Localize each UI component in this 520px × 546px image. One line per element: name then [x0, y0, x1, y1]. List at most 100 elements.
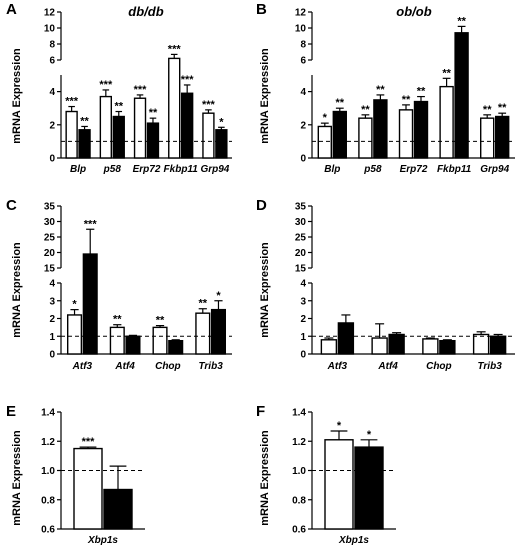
bar	[413, 100, 429, 159]
significance-label: **	[498, 102, 507, 114]
x-category-label: Trib3	[198, 361, 223, 372]
bar	[168, 339, 184, 355]
significance-label: ***	[84, 218, 98, 230]
x-category-label: Fkbp11	[437, 164, 472, 175]
bar	[99, 95, 113, 159]
significance-label: **	[114, 101, 123, 113]
y-tick-label: 1.4	[41, 408, 55, 419]
y-tick-label: 10	[44, 24, 56, 35]
significance-label: **	[483, 104, 492, 116]
x-category-label: Atf4	[377, 361, 398, 372]
significance-label: ***	[99, 79, 113, 91]
y-tick-label: 2	[49, 120, 55, 131]
x-category-label: p58	[363, 164, 382, 175]
bar	[65, 110, 78, 159]
panel-title: db/db	[128, 4, 163, 19]
x-category-label: Grp94	[200, 164, 229, 175]
bar	[439, 85, 454, 159]
panel-letter: C	[6, 197, 17, 214]
y-tick-label: 12	[44, 8, 56, 19]
panel-letter: B	[256, 1, 267, 18]
bar	[354, 446, 384, 530]
significance-label: *	[323, 112, 328, 124]
significance-label: ***	[82, 436, 96, 448]
y-tick-label: 4	[49, 279, 55, 290]
bar	[210, 308, 227, 355]
significance-label: ***	[181, 74, 195, 86]
bar	[125, 335, 141, 355]
bar	[320, 339, 338, 355]
significance-label: **	[442, 67, 451, 79]
x-category-label: Xbp1s	[338, 535, 369, 546]
significance-label: **	[149, 107, 158, 119]
panel-letter: D	[256, 197, 267, 214]
y-tick-label: 1.2	[292, 437, 306, 448]
y-axis-label: mRNA Expression	[259, 242, 271, 338]
y-tick-label: 30	[44, 217, 56, 228]
y-axis-label: mRNA Expression	[11, 242, 23, 338]
significance-label: **	[113, 314, 122, 326]
panel-letter: F	[256, 403, 265, 420]
y-axis-label: mRNA Expression	[11, 48, 23, 144]
x-category-label: Chop	[155, 361, 181, 372]
bar	[112, 115, 125, 159]
y-tick-label: 0	[49, 350, 55, 361]
x-category-label: Atf4	[114, 361, 135, 372]
x-category-label: Fkbp11	[164, 164, 199, 175]
bar	[73, 447, 103, 530]
y-tick-label: 2	[49, 314, 55, 325]
x-category-label: Grp94	[480, 164, 509, 175]
bar	[180, 92, 194, 159]
significance-label: *	[219, 116, 224, 128]
y-axis-label: mRNA Expression	[11, 430, 23, 526]
bar	[109, 326, 125, 355]
x-category-label: Blp	[324, 164, 340, 175]
x-category-label: p58	[103, 164, 122, 175]
y-tick-label: 1.0	[41, 466, 55, 477]
bar	[195, 312, 211, 355]
y-tick-label: 15	[295, 264, 307, 275]
y-axis-label: mRNA Expression	[259, 48, 271, 144]
x-category-label: Atf3	[72, 361, 93, 372]
bar	[317, 125, 333, 159]
bar	[388, 333, 405, 355]
y-tick-label: 20	[295, 248, 307, 259]
bar	[398, 109, 414, 159]
bar	[337, 322, 355, 355]
panel-title: ob/ob	[396, 4, 431, 19]
y-tick-label: 4	[300, 279, 306, 290]
y-tick-label: 25	[295, 233, 307, 244]
y-tick-label: 0.8	[292, 495, 306, 506]
bar	[66, 314, 83, 355]
significance-label: **	[402, 94, 411, 106]
significance-label: **	[361, 104, 370, 116]
y-tick-label: 2	[300, 120, 306, 131]
panel-letter: A	[6, 1, 17, 18]
significance-label: *	[72, 299, 77, 311]
bar	[371, 337, 388, 355]
y-tick-label: 0.6	[41, 525, 55, 536]
bar	[152, 326, 168, 355]
y-tick-label: 25	[44, 233, 56, 244]
bar	[472, 333, 490, 355]
significance-label: ***	[134, 84, 148, 96]
bar	[133, 97, 147, 159]
bar	[358, 117, 373, 159]
y-tick-label: 3	[300, 296, 306, 307]
significance-label: *	[216, 290, 221, 302]
y-tick-label: 0.8	[41, 495, 55, 506]
bar	[373, 99, 388, 159]
y-tick-label: 6	[300, 56, 306, 67]
bar	[422, 338, 439, 355]
y-tick-label: 2	[300, 314, 306, 325]
panel-letter: E	[6, 403, 16, 420]
y-axis-label: mRNA Expression	[259, 430, 271, 526]
y-tick-label: 0	[300, 154, 306, 165]
x-category-label: Chop	[426, 361, 452, 372]
bar	[82, 253, 98, 355]
y-tick-label: 35	[295, 202, 307, 213]
significance-label: *	[367, 429, 372, 441]
